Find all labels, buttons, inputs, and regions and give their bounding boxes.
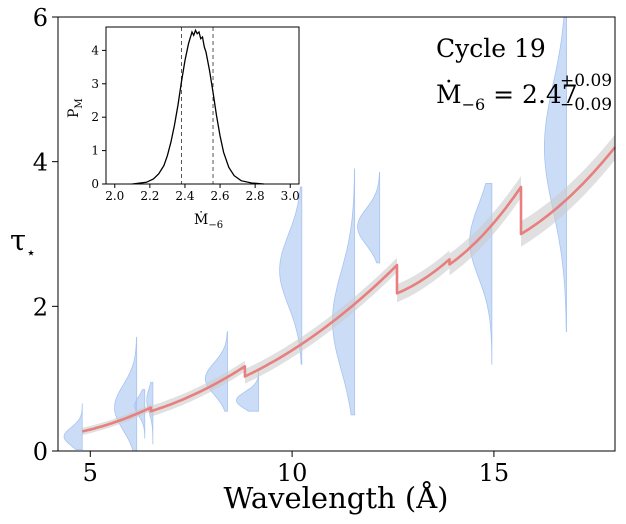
inset-x-tick-label-2: 2.4 (175, 189, 194, 203)
x-tick-label-15: 15 (479, 459, 510, 487)
inset-y-tick-label-1: 1 (91, 144, 99, 158)
inset-background (106, 27, 299, 184)
x-tick-label-5: 5 (83, 459, 98, 487)
mdot-error-plus: +0.09 (560, 71, 612, 91)
inset-y-tick-label-2: 2 (91, 110, 99, 124)
model-line (81, 146, 617, 433)
inset-x-axis-title: Ṁ−6 (194, 210, 223, 231)
inset-axis-ticks: 2.0 2.2 2.4 2.6 2.8 3.0 0 1 2 3 4 (91, 43, 299, 203)
x-tick-label-10: 10 (277, 459, 308, 487)
violin-1 (114, 336, 138, 452)
inset-y-tick-label-3: 3 (91, 77, 99, 91)
mdot-error-minus: −0.09 (560, 95, 612, 115)
inset-x-tick-label-1: 2.2 (140, 189, 159, 203)
main-x-axis-title: Wavelength (Å) (224, 480, 449, 515)
inset-y-symbol: P (66, 109, 82, 118)
main-plot-frame (57, 16, 616, 452)
mdot-symbol: Ṁ (436, 80, 462, 109)
band-segment-3 (397, 250, 450, 303)
inset-chart: 2.0 2.2 2.4 2.6 2.8 3.0 0 1 2 3 4 Ṁ−6 PM (66, 26, 300, 231)
violin-9 (469, 182, 493, 365)
main-y-axis-title: τ⋆ (10, 223, 36, 262)
violin-0 (63, 403, 83, 451)
mdot-equals: = (485, 80, 522, 109)
mdot-subscript: −6 (462, 95, 486, 114)
violin-10 (544, 16, 567, 333)
inset-x-subscript: −6 (208, 220, 223, 231)
violin-8 (357, 172, 381, 264)
inset-x-tick-label-4: 2.8 (246, 189, 265, 203)
posterior-curve (132, 28, 264, 185)
main-y-axis-subscript: ⋆ (26, 243, 36, 262)
band-segment-1 (150, 360, 245, 417)
inset-x-tick-label-0: 2.0 (105, 189, 124, 203)
inset-credible-interval-lines (180, 27, 214, 184)
violin-3 (146, 381, 154, 445)
violin-6 (279, 186, 303, 365)
mdot-annotation: Ṁ−6 = 2.47 (436, 80, 578, 114)
y-tick-label-6: 6 (33, 4, 48, 32)
y-tick-label-4: 4 (33, 149, 48, 177)
y-tick-label-2: 2 (33, 293, 48, 321)
band-segment-5 (521, 134, 615, 247)
y-tick-label-0: 0 (33, 438, 48, 466)
band-segment-2 (244, 257, 397, 384)
violin-7 (332, 168, 356, 416)
inset-y-tick-label-0: 0 (91, 177, 99, 191)
inset-x-tick-label-3: 2.6 (210, 189, 229, 203)
inset-y-axis-title: PM (66, 98, 85, 118)
inset-frame (105, 26, 300, 185)
inset-x-symbol: Ṁ (194, 210, 208, 228)
inset-y-tick-label-4: 4 (91, 43, 99, 57)
violin-4 (204, 331, 228, 412)
inset-posterior-line (132, 28, 264, 185)
inset-x-tick-label-5: 3.0 (281, 189, 300, 203)
main-y-axis-symbol: τ (10, 223, 26, 257)
inset-y-subscript: M (74, 98, 85, 108)
mdot-value: 2.47 (522, 80, 578, 109)
cycle-annotation: Cycle 19 (436, 34, 546, 63)
main-model-line (81, 146, 617, 433)
